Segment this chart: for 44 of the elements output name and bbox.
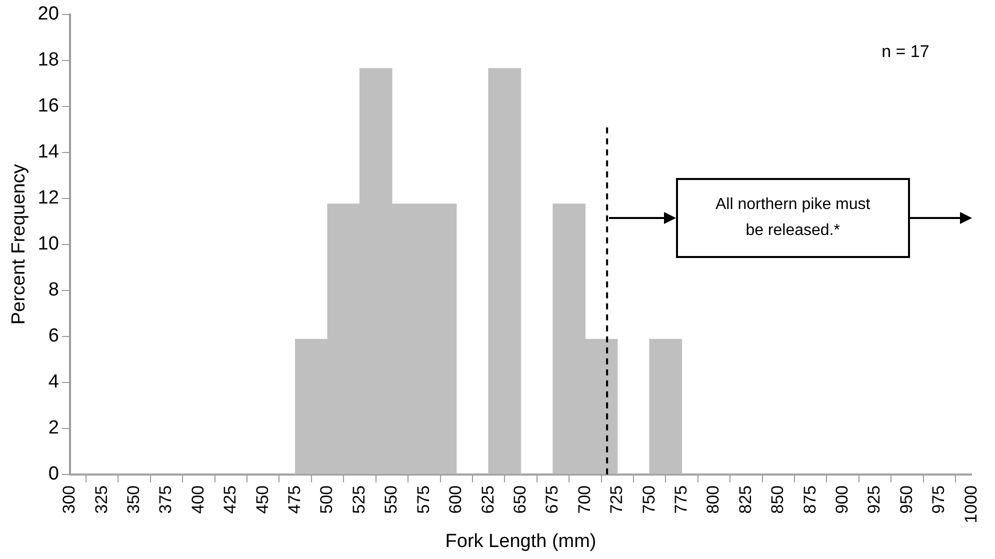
annotation: n = 17 [882, 42, 930, 62]
x-tick-label: 825 [736, 485, 755, 514]
x-tick-label: 650 [510, 485, 530, 514]
x-tick-label: 450 [252, 485, 272, 514]
y-tick-label: 14 [38, 142, 60, 163]
x-tick-label: 975 [929, 485, 948, 514]
y-tick-label: 16 [38, 96, 59, 117]
x-tick-label: 775 [671, 485, 690, 514]
x-tick-label: 375 [156, 485, 176, 514]
x-tick-label: 475 [285, 485, 304, 514]
x-tick-label: 750 [639, 485, 658, 514]
x-tick-label: 575 [414, 485, 433, 514]
x-tick-label: 625 [478, 485, 498, 514]
annotation: All northern pike must be released.* [676, 178, 910, 258]
y-tick-label: 20 [38, 4, 59, 25]
x-tick-label: 350 [124, 485, 144, 514]
x-tick-label: 850 [768, 485, 788, 514]
x-tick-label: 600 [446, 485, 466, 514]
x-tick-label: 925 [864, 485, 884, 514]
x-tick-label: 300 [60, 485, 79, 514]
x-tick-label: 675 [542, 485, 562, 514]
y-tick-label: 6 [48, 326, 59, 347]
y-tick-label: 0 [48, 464, 59, 485]
x-tick-label: 550 [382, 485, 401, 514]
y-tick-label: 10 [38, 234, 59, 255]
y-tick-label: 4 [48, 372, 60, 393]
y-tick-label: 2 [48, 418, 59, 439]
x-tick-label: 525 [349, 485, 368, 514]
y-tick-label: 18 [38, 50, 59, 71]
x-tick-label: 1000 [961, 485, 980, 524]
x-tick-label: 725 [607, 485, 626, 514]
y-axis-title: Percent Frequency [8, 164, 30, 325]
x-tick-label: 500 [317, 485, 336, 514]
x-tick-label: 950 [896, 485, 916, 514]
x-tick-label: 400 [188, 485, 208, 514]
x-tick-label: 875 [800, 485, 820, 514]
x-axis-title: Fork Length (mm) [445, 530, 596, 552]
y-tick-label: 12 [38, 188, 59, 209]
x-tick-label: 700 [574, 485, 594, 514]
y-tick-label: 8 [48, 280, 59, 301]
x-tick-label: 425 [220, 485, 240, 514]
x-tick-label: 900 [832, 485, 852, 514]
x-tick-label: 800 [704, 485, 723, 514]
x-tick-label: 325 [92, 485, 111, 514]
